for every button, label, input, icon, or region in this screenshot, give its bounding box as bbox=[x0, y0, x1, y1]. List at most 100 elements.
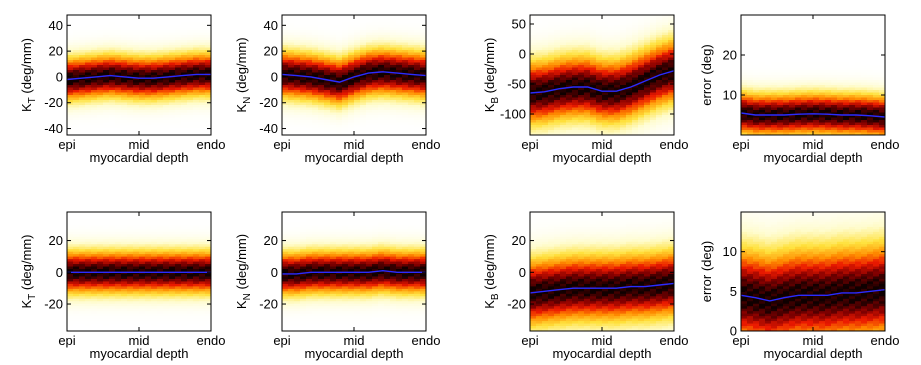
heatmap-cell bbox=[169, 57, 176, 61]
heatmap-cell bbox=[608, 17, 615, 21]
heatmap-cell bbox=[867, 15, 874, 19]
heatmap-cell bbox=[336, 65, 343, 69]
heatmap-cell bbox=[396, 57, 403, 61]
heatmap-cell bbox=[795, 22, 802, 26]
heatmap-cell bbox=[175, 87, 182, 91]
heatmap-cell bbox=[408, 100, 415, 104]
heatmap-cell bbox=[205, 107, 211, 111]
heatmap-cell bbox=[181, 65, 188, 69]
heatmap-cell bbox=[402, 127, 409, 131]
heatmap-cell bbox=[819, 70, 826, 74]
heatmap-cell bbox=[420, 25, 426, 29]
heatmap-cell bbox=[282, 102, 289, 106]
heatmap-cell bbox=[753, 67, 760, 71]
heatmap-cell bbox=[777, 110, 784, 114]
heatmap-cell bbox=[384, 40, 391, 44]
heatmap-cell bbox=[879, 92, 885, 96]
heatmap-cell bbox=[378, 55, 385, 59]
heatmap-cell bbox=[85, 251, 92, 255]
heatmap-cell bbox=[783, 55, 790, 59]
heatmap-cell bbox=[777, 22, 784, 26]
heatmap-cell bbox=[414, 57, 421, 61]
heatmap-cell bbox=[175, 82, 182, 86]
heatmap-cell bbox=[109, 97, 116, 101]
heatmap-cell bbox=[282, 17, 289, 21]
heatmap-cell bbox=[378, 105, 385, 109]
heatmap-cell bbox=[288, 127, 295, 131]
heatmap-cell bbox=[336, 107, 343, 111]
heatmap-cell bbox=[807, 70, 814, 74]
heatmap-cell bbox=[79, 100, 86, 104]
heatmap-cell bbox=[360, 20, 367, 24]
heatmap-cell bbox=[566, 40, 573, 44]
heatmap-cell bbox=[73, 102, 80, 106]
heatmap-cell bbox=[566, 125, 573, 129]
heatmap-cell bbox=[366, 120, 373, 124]
heatmap-cell bbox=[843, 85, 850, 89]
heatmap-cell bbox=[542, 20, 549, 24]
heatmap-cell bbox=[354, 27, 361, 31]
heatmap-cell bbox=[861, 42, 868, 46]
heatmap-cell bbox=[777, 90, 784, 94]
heatmap-cell bbox=[306, 105, 313, 109]
heatmap-cell bbox=[91, 117, 98, 121]
heatmap-cell bbox=[819, 67, 826, 71]
heatmap-cell bbox=[348, 90, 355, 94]
heatmap-cell bbox=[590, 67, 597, 71]
heatmap-cell bbox=[127, 65, 134, 69]
heatmap-cell bbox=[169, 40, 176, 44]
heatmap-cell bbox=[73, 298, 80, 302]
heatmap-cell bbox=[849, 62, 856, 66]
heatmap-cell bbox=[536, 55, 543, 59]
heatmap-cell bbox=[530, 107, 537, 111]
heatmap-cell bbox=[324, 15, 331, 19]
heatmap-cell bbox=[861, 15, 868, 19]
heatmap-cell bbox=[783, 35, 790, 39]
heatmap-cell bbox=[614, 35, 621, 39]
heatmap-cell bbox=[656, 107, 663, 111]
heatmap-cell bbox=[795, 110, 802, 114]
heatmap-cell bbox=[103, 47, 110, 51]
heatmap-cell bbox=[536, 85, 543, 89]
heatmap-cell bbox=[91, 107, 98, 111]
heatmap-cell bbox=[831, 40, 838, 44]
heatmap-cell bbox=[282, 37, 289, 41]
heatmap-cell bbox=[73, 216, 80, 221]
heatmap-cell bbox=[336, 132, 343, 135]
heatmap-cell bbox=[151, 87, 158, 91]
heatmap-cell bbox=[384, 25, 391, 29]
heatmap-cell bbox=[402, 52, 409, 56]
heatmap-cell bbox=[644, 105, 651, 109]
heatmap-cell bbox=[578, 75, 585, 79]
heatmap-cell bbox=[789, 40, 796, 44]
heatmap-cell bbox=[79, 326, 86, 330]
heatmap-cell bbox=[294, 120, 301, 124]
heatmap-cell bbox=[378, 130, 385, 134]
heatmap-cell bbox=[330, 75, 337, 79]
heatmap-cell bbox=[554, 65, 561, 69]
heatmap-cell bbox=[873, 120, 880, 124]
heatmap-cell bbox=[867, 90, 874, 94]
heatmap-cell bbox=[777, 102, 784, 106]
heatmap-cell bbox=[807, 132, 814, 135]
heatmap-cell bbox=[825, 125, 832, 129]
heatmap-cell bbox=[127, 115, 134, 119]
heatmap-cell bbox=[584, 77, 591, 81]
heatmap-cell bbox=[819, 55, 826, 59]
heatmap-cell bbox=[73, 316, 80, 320]
heatmap-cell bbox=[133, 130, 140, 134]
heatmap-cell bbox=[626, 30, 633, 34]
heatmap-cell bbox=[644, 30, 651, 34]
heatmap-cell bbox=[79, 80, 86, 84]
heatmap-cell bbox=[747, 67, 754, 71]
heatmap-cell bbox=[590, 107, 597, 111]
heatmap-cell bbox=[789, 95, 796, 99]
heatmap-cell bbox=[133, 22, 140, 26]
heatmap-cell bbox=[801, 125, 808, 129]
heatmap-cell bbox=[831, 15, 838, 19]
heatmap-cell bbox=[384, 132, 391, 135]
heatmap-cell bbox=[765, 65, 772, 69]
heatmap-cell bbox=[390, 132, 397, 135]
heatmap-cell bbox=[330, 55, 337, 59]
